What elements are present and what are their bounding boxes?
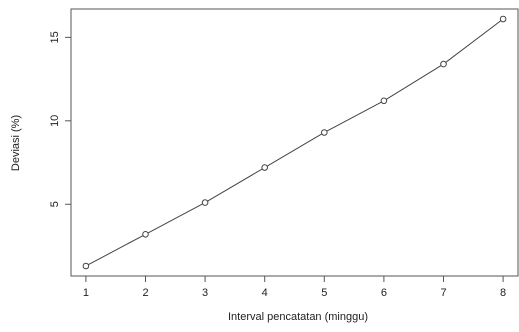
data-point xyxy=(82,262,90,270)
x-tick-label: 4 xyxy=(262,287,268,299)
data-point xyxy=(380,97,388,105)
x-tick-label: 7 xyxy=(440,287,446,299)
x-tick-label: 3 xyxy=(202,287,208,299)
y-tick-label: 15 xyxy=(49,31,61,43)
y-tick-label: 10 xyxy=(49,115,61,127)
data-point xyxy=(142,230,149,238)
y-tick-label: 5 xyxy=(49,201,61,207)
chart-marks: 1 2 3 4 5 6 7 8 5 10 15 xyxy=(49,15,507,299)
data-point xyxy=(201,199,209,206)
data-point xyxy=(440,60,447,68)
y-axis-title: Deviasi (%) xyxy=(10,115,22,171)
data-point xyxy=(321,129,328,136)
data-point xyxy=(499,15,507,23)
x-tick-label: 5 xyxy=(321,287,327,299)
x-tick-label: 2 xyxy=(142,287,148,299)
x-tick-label: 8 xyxy=(500,287,506,299)
data-point xyxy=(261,164,269,171)
x-tick-label: 1 xyxy=(83,287,89,299)
series-line xyxy=(85,18,504,267)
x-axis-title: Interval pencatatan (minggu) xyxy=(228,311,368,323)
plot-frame xyxy=(70,8,519,277)
x-tick-label: 6 xyxy=(381,287,387,299)
